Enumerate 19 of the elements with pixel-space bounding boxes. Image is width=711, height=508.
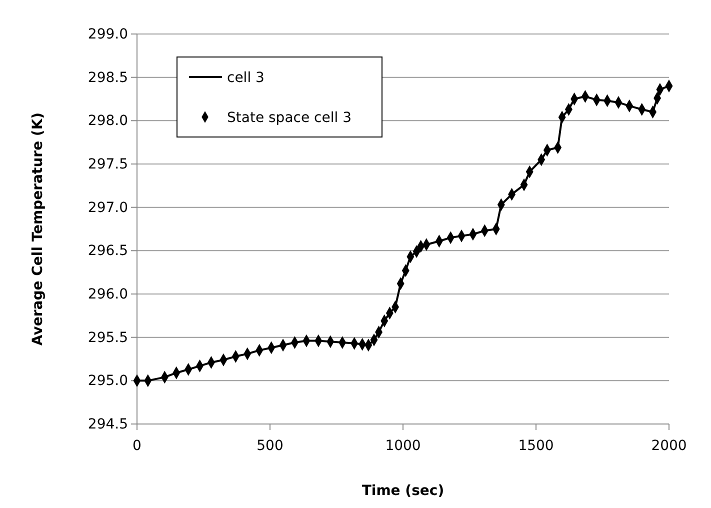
x-tick-label: 1000	[385, 438, 421, 454]
x-tick-label: 500	[256, 438, 284, 454]
y-tick-label: 297.0	[88, 200, 128, 216]
y-tick-label: 294.5	[88, 416, 128, 432]
y-tick-label: 297.5	[88, 156, 128, 172]
y-tick-label: 296.5	[88, 243, 128, 260]
y-tick-label: 295.0	[88, 373, 128, 390]
x-tick-label: 1500	[518, 438, 554, 454]
y-tick-label: 299.0	[88, 26, 128, 42]
x-tick-label: 0	[132, 438, 142, 454]
y-axis-title: Average Cell Temperature (K)	[30, 112, 46, 346]
legend-label: cell 3	[227, 70, 264, 86]
x-axis-title: Time (sec)	[362, 483, 444, 499]
y-tick-label: 296.0	[88, 286, 128, 302]
y-tick-label: 298.5	[88, 70, 128, 86]
x-tick-label: 2000	[651, 438, 687, 454]
y-tick-label: 295.5	[88, 330, 128, 346]
legend-label: State space cell 3	[227, 110, 352, 126]
y-tick-label: 298.0	[88, 113, 128, 130]
